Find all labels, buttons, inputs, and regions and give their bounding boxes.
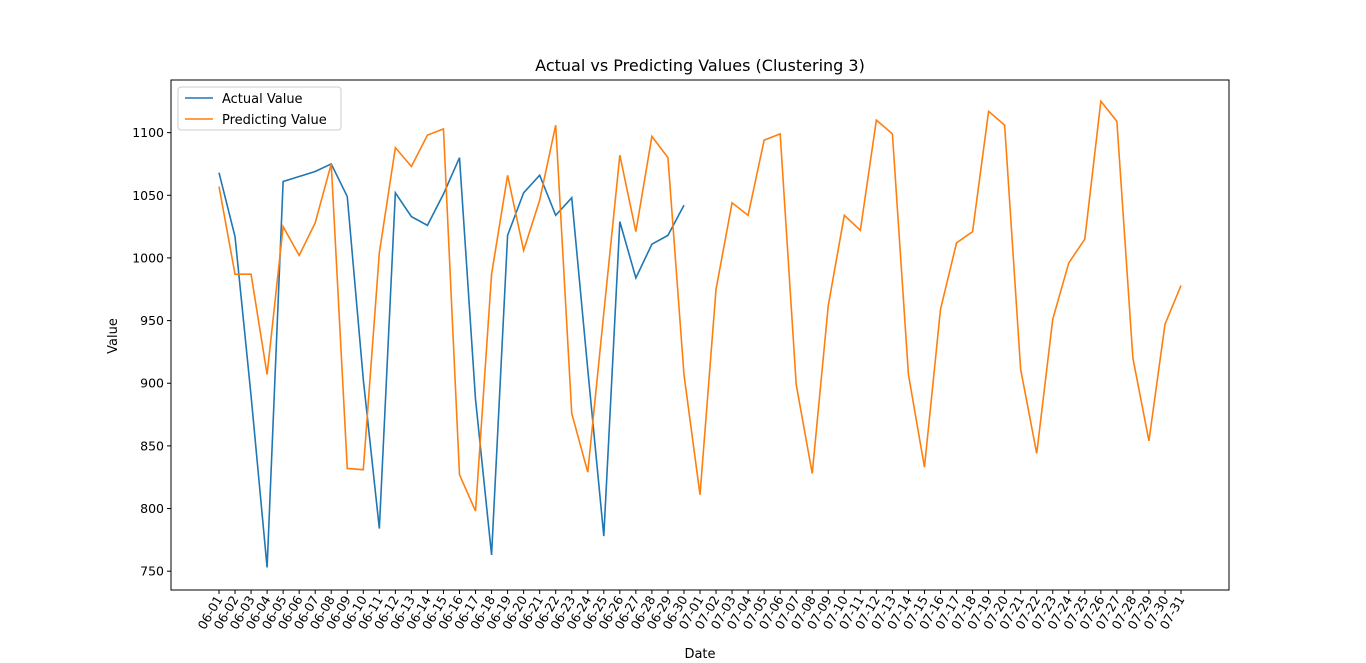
legend-label: Predicting Value bbox=[222, 113, 327, 128]
y-tick-label: 1100 bbox=[132, 125, 164, 140]
chart-title: Actual vs Predicting Values (Clustering … bbox=[535, 56, 865, 75]
y-tick-label: 900 bbox=[140, 376, 164, 391]
plot-area bbox=[170, 79, 1230, 591]
y-tick-label: 1050 bbox=[132, 188, 164, 203]
legend-box bbox=[177, 86, 342, 131]
data-line bbox=[218, 157, 685, 568]
y-tick-label: 750 bbox=[140, 564, 164, 579]
legend-label: Actual Value bbox=[222, 92, 303, 107]
x-axis-label: Date bbox=[684, 647, 715, 662]
y-tick-label: 850 bbox=[140, 438, 164, 453]
y-tick-label: 800 bbox=[140, 501, 164, 516]
y-axis-label: Value bbox=[106, 318, 121, 354]
data-line bbox=[218, 99, 1182, 512]
y-tick-label: 1000 bbox=[132, 250, 164, 265]
y-tick-label: 950 bbox=[140, 313, 164, 328]
